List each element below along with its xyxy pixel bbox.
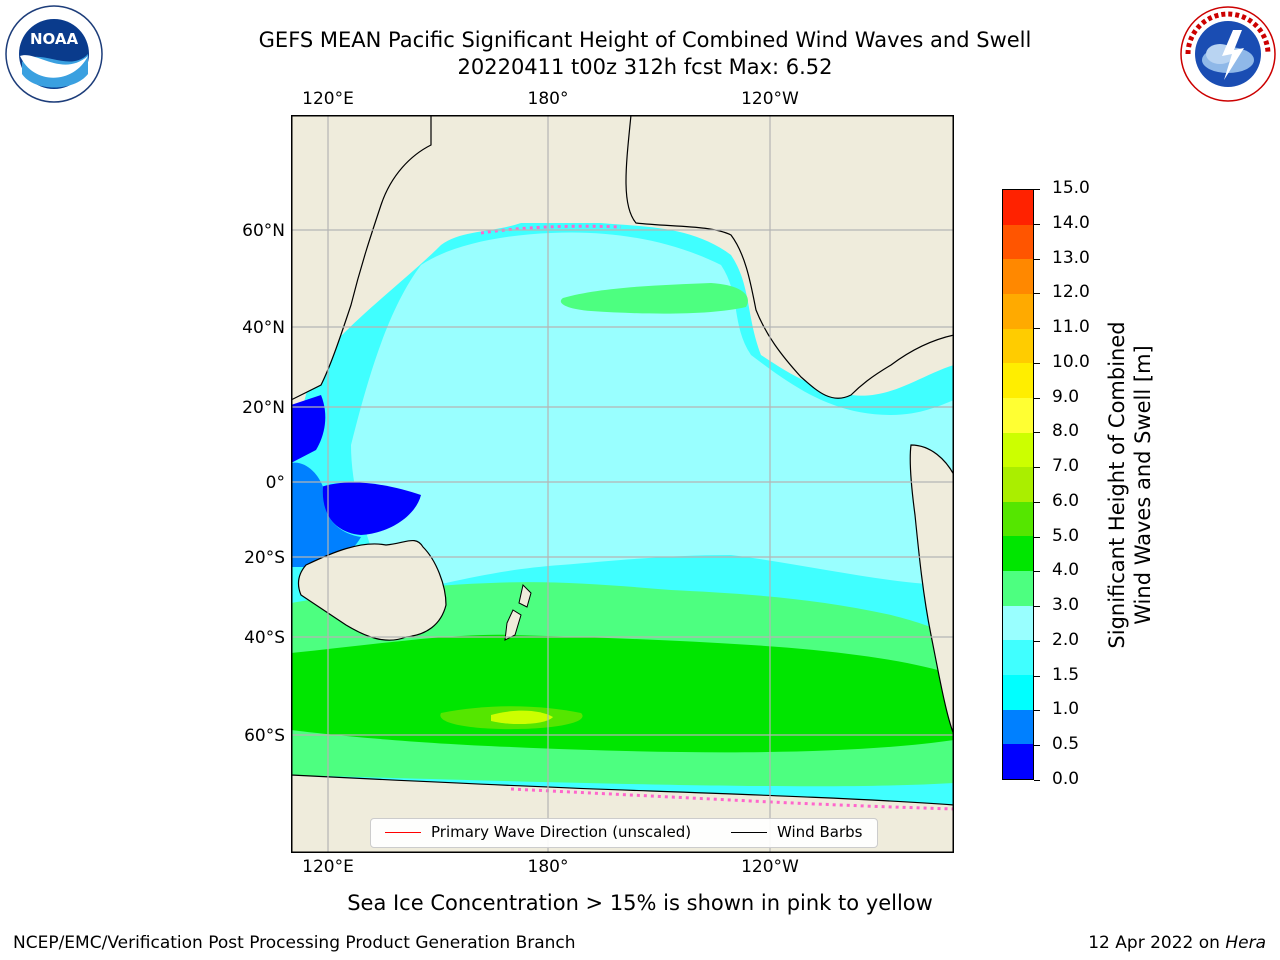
colorbar-tick-label: 1.0 <box>1052 699 1080 720</box>
lat-tick: 60°S <box>244 726 285 746</box>
colorbar-tick-label: 12.0 <box>1052 282 1090 303</box>
land-southamerica <box>909 444 954 736</box>
colorbar-segment <box>1003 605 1033 641</box>
colorbar-tick-label: 3.0 <box>1052 595 1080 616</box>
colorbar-tick-mark <box>1034 432 1040 434</box>
colorbar-segment <box>1003 224 1033 260</box>
colorbar-tick-label: 10.0 <box>1052 351 1090 372</box>
lat-tick: 40°S <box>244 628 285 648</box>
wave-direction-legend-line <box>385 832 421 833</box>
ocean-region <box>321 482 421 535</box>
colorbar <box>1002 189 1034 780</box>
land-australia <box>297 539 447 641</box>
colorbar-tick-mark <box>1034 189 1040 190</box>
colorbar-tick-label: 7.0 <box>1052 456 1080 477</box>
colorbar-tick-label: 14.0 <box>1052 212 1090 233</box>
colorbar-tick-label: 8.0 <box>1052 421 1080 442</box>
colorbar-segment <box>1003 293 1033 329</box>
lon-tick-top: 120°E <box>302 89 354 109</box>
footer-system: Hera <box>1225 933 1266 953</box>
colorbar-tick-mark <box>1034 397 1040 399</box>
colorbar-segment <box>1003 535 1033 572</box>
colorbar-tick-label: 5.0 <box>1052 525 1080 546</box>
sea-ice-note: Sea Ice Concentration > 15% is shown in … <box>347 891 933 915</box>
colorbar-segment <box>1003 466 1033 502</box>
ocean-region <box>560 283 748 314</box>
lat-tick: 20°S <box>244 548 285 568</box>
colorbar-tick-mark <box>1034 501 1040 503</box>
ocean-region <box>291 462 361 567</box>
wave-direction-legend-label: Primary Wave Direction (unscaled) <box>431 823 692 841</box>
colorbar-tick-label: 2.0 <box>1052 629 1080 650</box>
colorbar-tick-label: 15.0 <box>1052 178 1090 198</box>
colorbar-segment <box>1003 743 1033 779</box>
colorbar-tick-label: 1.5 <box>1052 664 1080 685</box>
colorbar-tick-label: 13.0 <box>1052 247 1090 268</box>
map-legend: Primary Wave Direction (unscaled) Wind B… <box>370 818 878 848</box>
colorbar-tick-mark <box>1034 328 1040 330</box>
footer-date: 12 Apr 2022 on <box>1088 933 1226 953</box>
sea-ice <box>510 787 954 811</box>
colorbar-tick-mark <box>1034 223 1040 225</box>
colorbar-tick-mark <box>1034 258 1040 260</box>
wind-barb-legend-label: Wind Barbs <box>777 823 863 841</box>
noaa-logo: NOAA <box>4 4 104 104</box>
colorbar-tick-label: 4.0 <box>1052 560 1080 581</box>
colorbar-tick-mark <box>1034 571 1040 573</box>
colorbar-tick-mark <box>1034 536 1040 538</box>
colorbar-segment <box>1003 258 1033 294</box>
land-asia <box>291 115 432 401</box>
colorbar-tick-label: 6.0 <box>1052 490 1080 511</box>
colorbar-tick-mark <box>1034 293 1040 295</box>
colorbar-tick-mark <box>1034 640 1040 642</box>
title-line-1: GEFS MEAN Pacific Significant Height of … <box>258 28 1032 52</box>
footer-timestamp: 12 Apr 2022 on Hera <box>1088 933 1266 953</box>
footer-credit: NCEP/EMC/Verification Post Processing Pr… <box>13 933 576 953</box>
lat-tick: 40°N <box>242 318 285 338</box>
lat-tick: 60°N <box>242 221 285 241</box>
lon-tick-bottom: 120°E <box>302 857 354 877</box>
lon-tick-bottom: 180° <box>527 857 569 877</box>
colorbar-title-line-1: Significant Height of Combined <box>1105 321 1129 649</box>
map-gridlines <box>291 115 954 853</box>
colorbar-segment <box>1003 328 1033 364</box>
colorbar-tick-mark <box>1034 780 1040 781</box>
colorbar-segment <box>1003 639 1033 676</box>
lat-tick: 20°N <box>242 398 285 418</box>
colorbar-tick-label: 11.0 <box>1052 317 1090 338</box>
colorbar-tick-mark <box>1034 710 1040 712</box>
colorbar-tick-mark <box>1034 362 1040 364</box>
colorbar-tick-label: 9.0 <box>1052 386 1080 407</box>
colorbar-segment <box>1003 570 1033 606</box>
colorbar-segment <box>1003 674 1033 710</box>
map-panel <box>291 115 954 853</box>
colorbar-tick-mark <box>1034 606 1040 608</box>
colorbar-segment <box>1003 190 1033 225</box>
ocean-region <box>491 710 553 725</box>
wind-barb-legend-line <box>731 832 767 833</box>
lon-tick-top: 180° <box>527 89 569 109</box>
colorbar-segment <box>1003 709 1033 745</box>
colorbar-tick-mark <box>1034 675 1040 677</box>
lon-tick-top: 120°W <box>741 89 799 109</box>
lon-tick-bottom: 120°W <box>741 857 799 877</box>
colorbar-segment <box>1003 431 1033 468</box>
noaa-logo-text: NOAA <box>30 30 79 48</box>
lat-tick: 0° <box>265 473 285 493</box>
title-line-2: 20220411 t00z 312h fcst Max: 6.52 <box>457 55 833 79</box>
colorbar-tick-mark <box>1034 467 1040 469</box>
chart-title: GEFS MEAN Pacific Significant Height of … <box>140 27 1150 81</box>
ocean-region <box>291 395 326 463</box>
colorbar-segment <box>1003 397 1033 433</box>
nws-logo <box>1178 4 1278 104</box>
ocean-region <box>351 232 954 595</box>
colorbar-segment <box>1003 362 1033 398</box>
colorbar-tick-label: 0.5 <box>1052 734 1080 755</box>
colorbar-title-line-2: Wind Waves and Swell [m] <box>1131 345 1155 625</box>
colorbar-tick-mark <box>1034 745 1040 747</box>
map-frame <box>291 115 954 853</box>
colorbar-segment <box>1003 501 1033 537</box>
colorbar-tick-label: 0.0 <box>1052 769 1080 789</box>
wave-height-map <box>291 115 954 853</box>
